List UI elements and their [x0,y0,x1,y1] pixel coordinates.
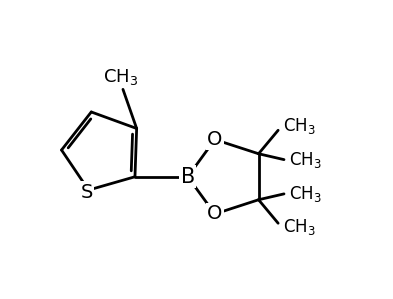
Text: S: S [81,182,93,202]
Text: CH$_3$: CH$_3$ [103,67,139,87]
Text: CH$_3$: CH$_3$ [283,116,316,136]
Text: B: B [181,167,195,187]
Text: O: O [207,205,222,223]
Text: CH$_3$: CH$_3$ [283,217,316,237]
Text: CH$_3$: CH$_3$ [289,184,322,204]
Text: O: O [207,130,222,149]
Text: CH$_3$: CH$_3$ [289,150,322,170]
